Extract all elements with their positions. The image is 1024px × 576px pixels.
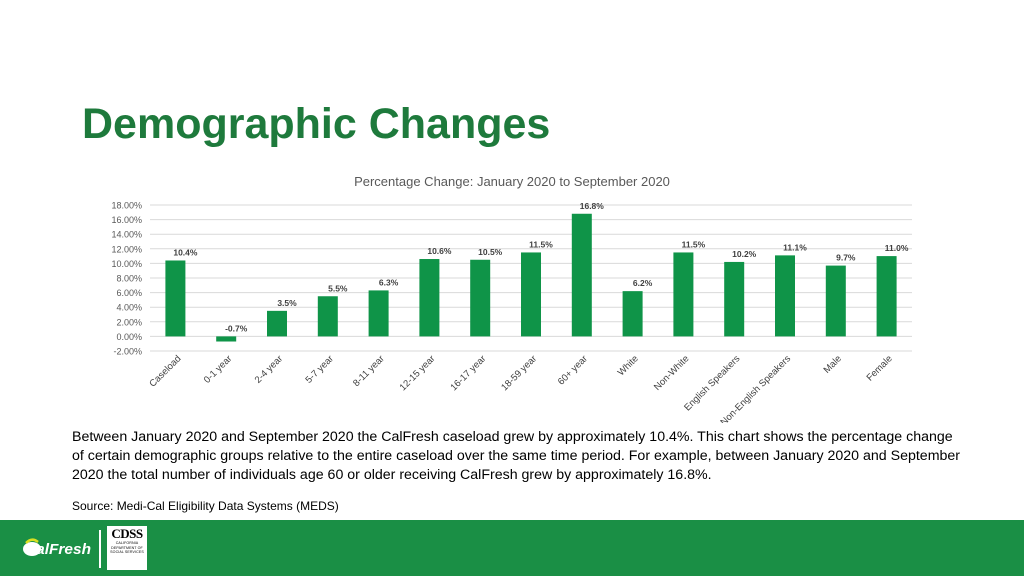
bar [673,252,694,337]
source-note: Source: Medi-Cal Eligibility Data System… [72,499,339,513]
y-tick-label: 18.00% [111,201,142,211]
y-tick-label: 4.00% [116,303,142,313]
bar [317,296,338,337]
x-tick-label: 5-7 year [303,353,335,385]
footer-bar: CalFresh CDSS CALIFORNIA DEPARTMENT OF S… [0,520,1024,576]
bar [165,260,186,337]
bar [724,261,745,337]
bar [521,252,541,337]
data-label: -0.7% [225,323,248,333]
bar [876,256,897,337]
bar [470,259,491,337]
page-title: Demographic Changes [82,100,551,148]
data-label: 11.1% [783,242,807,252]
x-tick-label: White [616,353,641,378]
data-label: 5.5% [328,283,348,293]
bar-chart: Percentage Change: January 2020 to Septe… [111,174,912,423]
x-tick-label: Female [865,353,895,383]
cdss-logo-subtext-2: DEPARTMENT OF [111,545,143,550]
data-label: 11.0% [885,243,909,253]
y-tick-label: 10.00% [111,259,142,269]
cdss-logo-subtext-3: SOCIAL SERVICES [110,550,144,555]
x-tick-label: 18-59 year [499,353,539,393]
calfresh-logo: CalFresh [23,538,91,558]
y-tick-label: 0.00% [116,332,142,342]
bar [419,259,440,337]
bar [216,336,237,342]
data-label: 6.2% [633,278,653,288]
data-label: 3.5% [277,298,297,308]
cdss-logo-text: CDSS [111,526,143,541]
y-tick-label: 16.00% [111,215,142,225]
y-tick-label: -2.00% [113,347,142,357]
cdss-logo-subtext-1: CALIFORNIA [115,541,139,545]
bar [775,255,795,337]
data-label: 10.6% [427,246,452,256]
calfresh-logo-text: CalFresh [25,541,91,558]
bar [571,213,592,337]
x-tick-label: Male [822,353,844,375]
y-tick-label: 12.00% [111,244,142,254]
data-label: 10.4% [173,247,198,257]
cdss-logo: CDSS CALIFORNIA DEPARTMENT OF SOCIAL SER… [107,526,147,570]
data-label: 10.2% [732,249,757,259]
y-tick-label: 6.00% [116,288,142,298]
bar [267,310,287,337]
bar [622,291,643,337]
x-tick-label: Caseload [147,353,183,389]
x-tick-label: 2-4 year [253,353,285,385]
y-tick-label: 8.00% [116,274,142,284]
x-tick-label: 16-17 year [448,353,488,393]
chart-title: Percentage Change: January 2020 to Septe… [354,174,670,189]
data-label: 11.5% [682,239,706,249]
x-tick-label: 12-15 year [398,353,438,393]
bar [825,265,846,337]
data-label: 11.5% [529,239,553,249]
chart-description: Between January 2020 and September 2020 … [72,429,961,483]
x-tick-label: Non-White [652,353,692,393]
x-tick-label: 60+ year [556,353,590,387]
data-label: 10.5% [478,247,503,257]
y-tick-label: 14.00% [111,230,142,240]
logo-divider [99,530,101,568]
bar [368,290,389,337]
y-tick-label: 2.00% [116,317,142,327]
x-tick-label: 8-11 year [351,353,387,389]
data-label: 9.7% [836,253,856,263]
data-label: 16.8% [580,201,605,211]
data-label: 6.3% [379,277,399,287]
x-tick-label: 0-1 year [202,353,234,385]
